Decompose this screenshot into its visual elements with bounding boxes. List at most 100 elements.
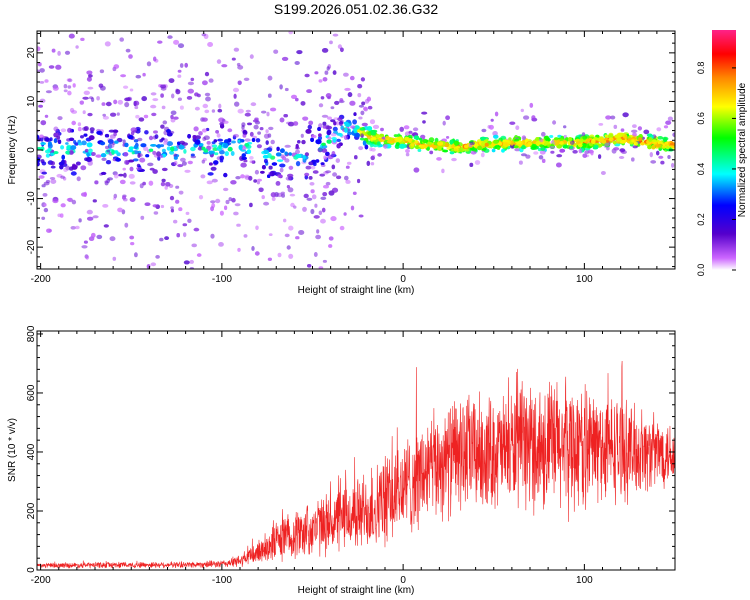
spectrogram-cell (325, 93, 332, 99)
spectrogram-cell (245, 109, 251, 113)
spectrogram-cell (63, 167, 68, 172)
spectrogram-cell (233, 93, 237, 99)
spectrogram-cell (87, 86, 94, 90)
snr-ylabel: SNR (10 * v/v) (7, 418, 18, 482)
spectrogram-cell (64, 50, 71, 55)
spectrogram-cell (311, 159, 317, 163)
spectrogram-cell (178, 207, 183, 212)
spectrogram-cell (148, 180, 154, 186)
spectrogram-cell (358, 146, 364, 151)
spectrogram-cell (279, 117, 285, 123)
spectrogram-cell (150, 104, 157, 109)
spectrogram-cell (150, 262, 157, 267)
spectrogram-cell (76, 176, 81, 182)
spectrogram-cell (662, 145, 666, 149)
spectrogram-cell (552, 120, 557, 125)
spectrogram-cell (267, 93, 272, 98)
spectrogram-cell (146, 61, 152, 67)
spectrogram-cell (70, 226, 76, 230)
spectrogram-cell (613, 124, 618, 129)
spectrogram-cell (194, 106, 200, 111)
spectrogram-cell (39, 98, 46, 104)
spectrogram-cell (113, 64, 120, 69)
spectrogram-cell (83, 90, 91, 96)
spectrogram-cell (255, 225, 259, 231)
spectrogram-cell (131, 151, 135, 155)
spectrogram-cell (247, 122, 252, 126)
spectrogram-cell (82, 110, 86, 115)
spectrogram-cell (281, 56, 289, 61)
spectrogram-cell (83, 133, 88, 137)
spectrogram-cell (307, 124, 312, 130)
spectrogram-cell (317, 147, 323, 153)
spectrogram-cell (332, 138, 337, 143)
spectrogram-cell (144, 202, 151, 206)
spectrogram-cell (343, 135, 348, 140)
spectrogram-cell (318, 210, 323, 216)
spectrogram-cell (302, 206, 307, 212)
spectrogram-cell (210, 206, 215, 212)
snr-ticks: -200 -100 0 100 0 200 400 600 800 (26, 325, 676, 586)
spectrogram-cell (70, 171, 77, 176)
spectrogram-cell (232, 133, 239, 138)
colorbar-tick-label: 0.6 (696, 112, 706, 125)
spectrogram-cell (230, 151, 235, 156)
spectrogram-cell (352, 191, 357, 195)
spectrogram-cell (310, 165, 316, 170)
spectrogram-cell (598, 123, 604, 126)
spectrogram-cell (80, 135, 84, 139)
spectrogram-cell (321, 48, 329, 53)
colorbar-label: Normalized spectral amplitude (737, 82, 748, 217)
spectrogram-cell (134, 252, 138, 258)
spectrogram-cell (308, 120, 314, 126)
spectrogram-cell (83, 126, 89, 131)
spectrogram-cell (176, 233, 180, 238)
spectrogram-ytick-label: -20 (26, 239, 37, 254)
spectrogram-cell (312, 161, 317, 167)
spectrogram-cell (181, 161, 187, 166)
spectrogram-cell (231, 197, 236, 203)
spectrogram-cell (295, 153, 302, 159)
spectrogram-cell (68, 137, 75, 141)
spectrogram-cell (453, 148, 459, 152)
spectrogram-cell (289, 193, 296, 197)
spectrogram-cell (187, 81, 194, 86)
spectrogram-cell (631, 157, 635, 162)
spectrogram-cell (549, 145, 556, 149)
spectrogram-cell (386, 140, 394, 144)
spectrogram-cell (86, 76, 92, 82)
spectrogram-cell (665, 145, 671, 149)
spectrogram-cell (263, 149, 270, 154)
spectrogram-cell (104, 41, 111, 47)
spectrogram-cell (237, 65, 244, 70)
spectrogram-cell (313, 252, 318, 257)
spectrogram-cell (396, 137, 403, 143)
spectrogram-cell (279, 84, 283, 90)
spectrogram-cell (125, 48, 131, 53)
spectrogram-cell (366, 96, 371, 102)
spectrogram-cell (128, 146, 134, 150)
spectrogram-cell (344, 87, 351, 91)
spectrogram-cell (187, 88, 194, 94)
spectrogram-xtick-label: 100 (576, 274, 593, 285)
spectrogram-cell (614, 134, 621, 139)
spectrogram-cell (91, 232, 96, 238)
spectrogram-cell (216, 133, 221, 138)
spectrogram-cell (223, 120, 229, 124)
spectrogram-cell (305, 129, 312, 134)
spectrogram-cell (256, 144, 262, 149)
spectrogram-cell (403, 125, 410, 130)
spectrogram-cell (556, 162, 562, 168)
spectrogram-cell (261, 165, 266, 170)
spectrogram-cell (201, 159, 205, 164)
spectrogram-cell (413, 135, 419, 140)
spectrogram-cell (331, 164, 336, 170)
spectrogram-cell (346, 161, 352, 165)
spectrogram-cell (184, 169, 191, 173)
spectrogram-cell (488, 124, 494, 130)
spectrogram-cell (102, 204, 109, 208)
snr-ytick-label: 400 (26, 443, 37, 460)
spectrogram-cell (323, 155, 327, 160)
spectrogram-cell (265, 129, 269, 134)
spectrogram-cell (50, 152, 54, 156)
